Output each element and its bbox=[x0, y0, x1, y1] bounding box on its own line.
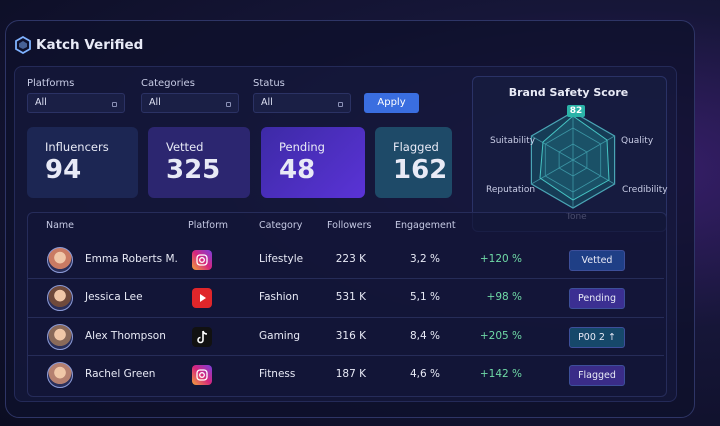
column-header: Category bbox=[259, 220, 303, 231]
name: Jessica Lee bbox=[85, 291, 143, 303]
stat-label: Vetted bbox=[166, 140, 204, 154]
followers: 531 K bbox=[335, 291, 366, 303]
avatar bbox=[47, 285, 73, 311]
name: Rachel Green bbox=[85, 368, 156, 380]
column-header: Followers bbox=[327, 220, 372, 231]
stat-value: 162 bbox=[393, 155, 448, 185]
radar-axis-label: Suitability bbox=[490, 136, 536, 146]
platform-icon bbox=[192, 365, 212, 385]
table-panel bbox=[27, 212, 667, 397]
category: Lifestyle bbox=[259, 253, 304, 265]
filter-select[interactable]: All bbox=[253, 93, 351, 113]
engagement: 8,4 % bbox=[409, 330, 440, 342]
filter-select[interactable]: All bbox=[141, 93, 239, 113]
status-badge[interactable]: P00 2 ↑ bbox=[569, 327, 625, 348]
stat-card: Pending 48 bbox=[261, 127, 365, 198]
score-badge: 82 bbox=[567, 105, 585, 117]
growth: +142 % bbox=[479, 368, 522, 380]
platform-icon bbox=[192, 327, 212, 347]
column-header: Engagement bbox=[395, 220, 456, 231]
category: Gaming bbox=[259, 330, 301, 342]
column-header: Platform bbox=[188, 220, 229, 231]
followers: 316 K bbox=[335, 330, 366, 342]
status-badge[interactable]: Flagged bbox=[569, 365, 625, 386]
engagement: 3,2 % bbox=[409, 253, 440, 265]
stat-value: 94 bbox=[45, 155, 82, 185]
followers: 223 K bbox=[335, 253, 366, 265]
engagement: 4,6 % bbox=[409, 368, 440, 380]
growth: +205 % bbox=[479, 330, 522, 342]
stat-label: Influencers bbox=[45, 140, 109, 154]
name: Emma Roberts M. bbox=[85, 253, 178, 265]
stat-card: Influencers 94 bbox=[27, 127, 138, 198]
stat-value: 325 bbox=[166, 155, 221, 185]
avatar bbox=[47, 247, 73, 273]
stat-card: Flagged 162 bbox=[375, 127, 452, 198]
engagement: 5,1 % bbox=[409, 291, 440, 303]
platform-icon bbox=[192, 288, 212, 308]
logo-icon bbox=[15, 36, 31, 54]
column-header: Name bbox=[46, 220, 75, 231]
platform-icon bbox=[192, 250, 212, 270]
name: Alex Thompson bbox=[85, 330, 166, 342]
avatar bbox=[47, 362, 73, 388]
filter-select[interactable]: All bbox=[27, 93, 125, 113]
stat-label: Flagged bbox=[393, 140, 439, 154]
stat-label: Pending bbox=[279, 140, 325, 154]
filter-label: Categories bbox=[141, 78, 195, 89]
filter-label: Status bbox=[253, 78, 285, 89]
radar-axis-label: Reputation bbox=[486, 185, 536, 195]
filter-label: Platforms bbox=[27, 78, 75, 89]
row-separator bbox=[28, 278, 664, 279]
radar-axis-label: Quality bbox=[621, 136, 654, 146]
row-separator bbox=[28, 317, 664, 318]
growth: +120 % bbox=[479, 253, 522, 265]
app-title: Katch Verified bbox=[36, 37, 144, 53]
status-badge[interactable]: Pending bbox=[569, 288, 625, 309]
stat-card: Vetted 325 bbox=[148, 127, 250, 198]
brand-safety-title: Brand Safety Score bbox=[508, 86, 629, 99]
apply-button[interactable]: Apply bbox=[364, 93, 419, 113]
category: Fitness bbox=[259, 368, 296, 380]
radar-axis-label: Credibility bbox=[622, 185, 668, 195]
status-badge[interactable]: Vetted bbox=[569, 250, 625, 271]
followers: 187 K bbox=[335, 368, 366, 380]
avatar bbox=[47, 324, 73, 350]
radar bbox=[530, 111, 616, 209]
growth: +98 % bbox=[486, 291, 522, 303]
category: Fashion bbox=[259, 291, 299, 303]
stat-value: 48 bbox=[279, 155, 316, 185]
row-separator bbox=[28, 355, 664, 356]
